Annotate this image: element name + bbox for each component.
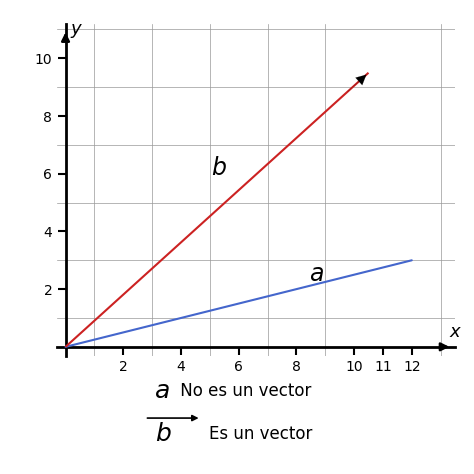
Text: b: b [155,422,171,446]
Text: b: b [211,155,226,180]
Text: a: a [155,379,171,403]
Text: No es un vector: No es un vector [175,382,312,400]
Text: x: x [450,323,460,341]
Text: Es un vector: Es un vector [209,425,312,443]
Text: a: a [310,262,324,286]
Text: y: y [70,20,81,38]
